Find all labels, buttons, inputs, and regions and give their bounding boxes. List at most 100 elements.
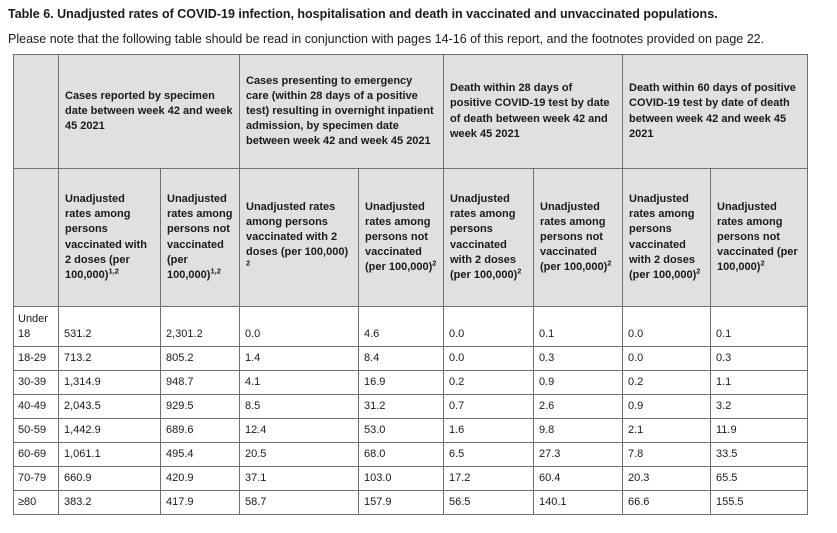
footnote-ref: 1,2 <box>108 266 119 276</box>
rates-table: Cases reported by specimen date between … <box>13 54 808 515</box>
table-row-30-39: 30-39 1,314.9 948.7 4.1 16.9 0.2 0.9 0.2… <box>13 370 808 395</box>
age-group-label: 50-59 <box>13 418 59 443</box>
col-header-text: Unadjusted rates among persons not vacci… <box>365 200 433 274</box>
rate-cell: 0.2 <box>443 370 534 395</box>
table-row-50-59: 50-59 1,442.9 689.6 12.4 53.0 1.6 9.8 2.… <box>13 418 808 443</box>
col-header-text: Unadjusted rates among persons not vacci… <box>167 192 233 281</box>
rate-cell: 929.5 <box>160 394 240 419</box>
rate-cell: 1.6 <box>443 418 534 443</box>
col-header-text: Unadjusted rates among persons vaccinate… <box>246 200 349 259</box>
rate-cell: 0.0 <box>622 346 711 371</box>
col-header-text: Unadjusted rates among persons not vacci… <box>540 200 608 274</box>
table-row-40-49: 40-49 2,043.5 929.5 8.5 31.2 0.7 2.6 0.9… <box>13 394 808 419</box>
rate-cell: 417.9 <box>160 490 240 515</box>
rate-cell: 2.6 <box>533 394 623 419</box>
column-header-row: Unadjusted rates among persons vaccinate… <box>13 168 808 307</box>
rate-cell: 1,314.9 <box>58 370 161 395</box>
rate-cell: 20.5 <box>239 442 359 467</box>
rate-cell: 31.2 <box>358 394 444 419</box>
corner-cell-top <box>13 54 59 169</box>
col-header-death28-unvaccinated: Unadjusted rates among persons not vacci… <box>533 168 623 307</box>
rate-cell: 33.5 <box>710 442 808 467</box>
col-header-death60-unvaccinated: Unadjusted rates among persons not vacci… <box>710 168 808 307</box>
rate-cell: 948.7 <box>160 370 240 395</box>
rate-cell: 0.3 <box>533 346 623 371</box>
rate-cell: 11.9 <box>710 418 808 443</box>
rate-cell: 0.2 <box>622 370 711 395</box>
rate-cell: 713.2 <box>58 346 161 371</box>
rate-cell: 2.1 <box>622 418 711 443</box>
col-header-death60-vaccinated: Unadjusted rates among persons vaccinate… <box>622 168 711 307</box>
col-header-text: Unadjusted rates among persons vaccinate… <box>450 192 518 281</box>
footnote-ref: 2 <box>246 258 251 268</box>
rate-cell: 689.6 <box>160 418 240 443</box>
table-row-80-plus: ≥80 383.2 417.9 58.7 157.9 56.5 140.1 66… <box>13 490 808 515</box>
footnote-ref: 2 <box>696 266 701 276</box>
footnote-ref: 2 <box>607 258 612 268</box>
rate-cell: 12.4 <box>239 418 359 443</box>
rate-cell: 1,061.1 <box>58 442 161 467</box>
rate-cell: 495.4 <box>160 442 240 467</box>
age-group-label: Under 18 <box>13 306 59 347</box>
rate-cell: 66.6 <box>622 490 711 515</box>
rate-cell: 20.3 <box>622 466 711 491</box>
table-title: Table 6. Unadjusted rates of COVID-19 in… <box>8 7 718 21</box>
footnote-ref: 1,2 <box>210 266 221 276</box>
rate-cell: 16.9 <box>358 370 444 395</box>
col-header-death28-vaccinated: Unadjusted rates among persons vaccinate… <box>443 168 534 307</box>
col-header-text: Unadjusted rates among persons vaccinate… <box>65 192 147 281</box>
rate-cell: 103.0 <box>358 466 444 491</box>
report-page: Table 6. Unadjusted rates of COVID-19 in… <box>8 7 808 515</box>
corner-cell-bottom <box>13 168 59 307</box>
footnote-ref: 2 <box>517 266 522 276</box>
table-row-18-29: 18-29 713.2 805.2 1.4 8.4 0.0 0.3 0.0 0.… <box>13 346 808 371</box>
rate-cell: 0.1 <box>533 306 623 347</box>
footnote-ref: 2 <box>432 258 437 268</box>
rate-cell: 9.8 <box>533 418 623 443</box>
col-header-cases-vaccinated: Unadjusted rates among persons vaccinate… <box>58 168 161 307</box>
rate-cell: 2,043.5 <box>58 394 161 419</box>
col-header-emergency-unvaccinated: Unadjusted rates among persons not vacci… <box>358 168 444 307</box>
rate-cell: 53.0 <box>358 418 444 443</box>
rate-cell: 0.9 <box>533 370 623 395</box>
rate-cell: 56.5 <box>443 490 534 515</box>
age-group-label: 40-49 <box>13 394 59 419</box>
col-header-text: Unadjusted rates among persons vaccinate… <box>629 192 697 281</box>
age-group-label: 30-39 <box>13 370 59 395</box>
rate-cell: 0.0 <box>622 306 711 347</box>
table-note: Please note that the following table sho… <box>8 31 765 46</box>
rate-cell: 0.7 <box>443 394 534 419</box>
rate-cell: 3.2 <box>710 394 808 419</box>
rate-cell: 2,301.2 <box>160 306 240 347</box>
rate-cell: 0.0 <box>239 306 359 347</box>
age-group-label: 60-69 <box>13 442 59 467</box>
rate-cell: 6.5 <box>443 442 534 467</box>
rate-cell: 1.4 <box>239 346 359 371</box>
table-row-under-18: Under 18 531.2 2,301.2 0.0 4.6 0.0 0.1 0… <box>13 306 808 347</box>
footnote-ref: 2 <box>760 258 765 268</box>
rate-cell: 4.6 <box>358 306 444 347</box>
col-header-cases-unvaccinated: Unadjusted rates among persons not vacci… <box>160 168 240 307</box>
rate-cell: 8.5 <box>239 394 359 419</box>
rate-cell: 27.3 <box>533 442 623 467</box>
rate-cell: 531.2 <box>58 306 161 347</box>
table-row-60-69: 60-69 1,061.1 495.4 20.5 68.0 6.5 27.3 7… <box>13 442 808 467</box>
group-header-death-60-days: Death within 60 days of positive COVID-1… <box>622 54 808 169</box>
rate-cell: 0.1 <box>710 306 808 347</box>
rate-cell: 0.0 <box>443 306 534 347</box>
rate-cell: 383.2 <box>58 490 161 515</box>
rate-cell: 37.1 <box>239 466 359 491</box>
rate-cell: 140.1 <box>533 490 623 515</box>
rate-cell: 660.9 <box>58 466 161 491</box>
rate-cell: 65.5 <box>710 466 808 491</box>
col-header-emergency-vaccinated: Unadjusted rates among persons vaccinate… <box>239 168 359 307</box>
rate-cell: 58.7 <box>239 490 359 515</box>
table-row-70-79: 70-79 660.9 420.9 37.1 103.0 17.2 60.4 2… <box>13 466 808 491</box>
rate-cell: 7.8 <box>622 442 711 467</box>
rate-cell: 155.5 <box>710 490 808 515</box>
age-group-label: 18-29 <box>13 346 59 371</box>
rate-cell: 0.3 <box>710 346 808 371</box>
col-header-text: Unadjusted rates among persons not vacci… <box>717 200 798 274</box>
age-group-label: ≥80 <box>13 490 59 515</box>
rate-cell: 8.4 <box>358 346 444 371</box>
